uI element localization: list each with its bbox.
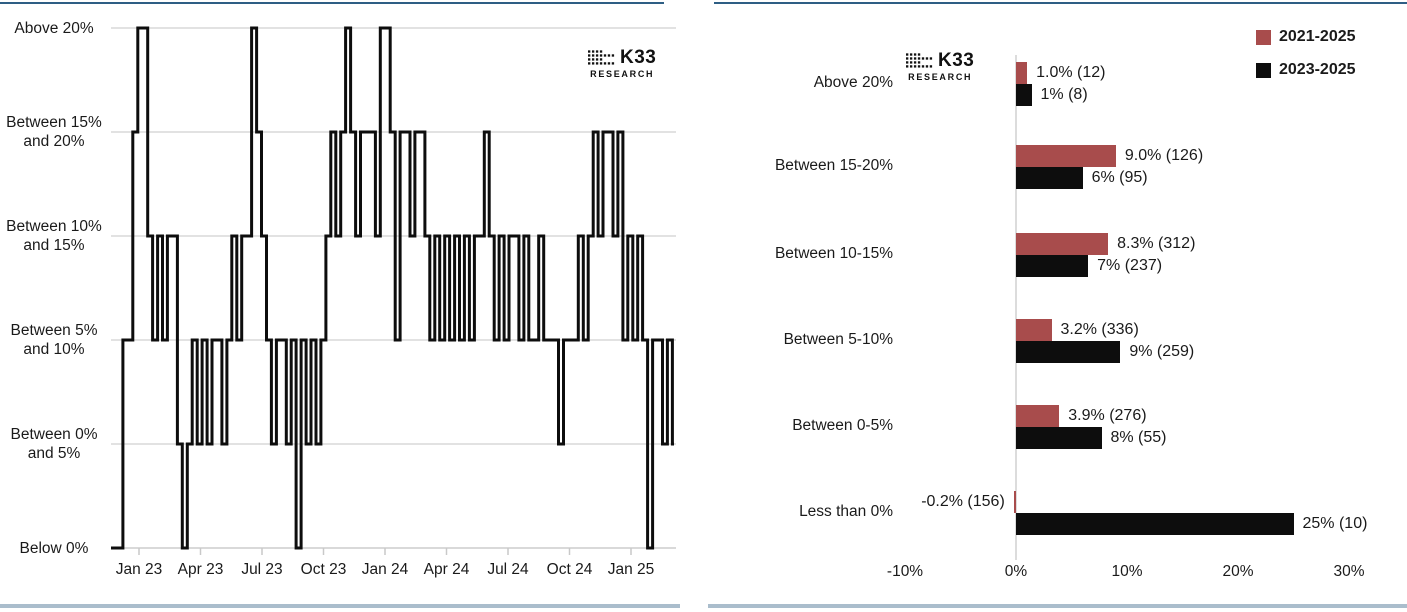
y-axis-band-label-line: Between 0%: [10, 426, 98, 443]
zero-axis-line: [1015, 55, 1017, 560]
category-label: Between 0-5%: [792, 417, 893, 434]
legend-swatch-2023-2025: [1256, 62, 1271, 78]
legend: 2021-2025 2023-2025: [1256, 28, 1356, 79]
x-tick-label: -10%: [886, 563, 924, 580]
bar-value-label: 8% (55): [1110, 429, 1167, 446]
y-axis-band-label: Above 20%: [0, 7, 108, 49]
category-label: Above 20%: [813, 74, 893, 91]
x-tick-label: 20%: [1222, 563, 1254, 580]
y-axis-band-label-line: Between 15%: [6, 114, 102, 131]
logo-subtext: RESEARCH: [908, 72, 973, 82]
bar-value-label: 1.0% (12): [1036, 64, 1106, 81]
y-axis-band-label: Between 0% and 5%: [0, 423, 108, 465]
legend-item-2021-2025: 2021-2025: [1256, 28, 1356, 46]
bar-2021-2025-6: [1013, 491, 1016, 513]
logo-wordmark: K33: [620, 47, 657, 68]
legend-label: 2021-2025: [1279, 28, 1356, 45]
y-axis-band-label-line: and 15%: [23, 237, 85, 254]
x-tick-label: 30%: [1333, 563, 1365, 580]
x-tick-label: Jul 24: [487, 561, 529, 578]
bar-value-label: -0.2% (156): [921, 493, 1005, 510]
k33-logo-dots-icon: [588, 50, 615, 65]
bar-value-label: 8.3% (312): [1117, 235, 1196, 252]
bar-value-label: 9.0% (126): [1124, 147, 1204, 164]
y-axis-band-label-line: Below 0%: [19, 539, 89, 557]
y-axis-band-label-line: and 10%: [23, 341, 85, 358]
bar-2021-2025-3: [1016, 233, 1109, 255]
x-tick-label: 10%: [1111, 563, 1143, 580]
x-tick-label: Jan 23: [115, 561, 163, 578]
category-label: Between 5-10%: [783, 331, 893, 348]
y-axis-band-label-line: Between 10%: [6, 218, 102, 235]
right-panel-bottom-border: [708, 604, 1407, 608]
logo-wordmark: K33: [938, 50, 975, 71]
x-tick-label: Jan 25: [607, 561, 655, 578]
x-tick-label: Oct 24: [546, 561, 593, 578]
bar-2023-2025-5: [1016, 427, 1102, 449]
bar-value-label: 25% (10): [1302, 515, 1368, 532]
bar-2023-2025-4: [1016, 341, 1121, 363]
bar-2021-2025-4: [1016, 319, 1052, 341]
bar-2023-2025-2: [1016, 167, 1083, 189]
legend-swatch-2021-2025: [1256, 29, 1271, 45]
bar-value-label: 1% (8): [1040, 86, 1088, 103]
category-label: Between 10-15%: [774, 245, 893, 262]
k33-logo-dots-icon: [906, 53, 933, 68]
bar-2021-2025-1: [1016, 62, 1028, 84]
y-axis-band-label-line: Above 20%: [14, 19, 94, 37]
step-line-series: [111, 26, 674, 550]
bar-value-label: 3.9% (276): [1068, 407, 1147, 424]
category-label: Less than 0%: [799, 503, 893, 520]
k33-logo-right: K33 RESEARCH: [906, 50, 974, 82]
y-axis-band-label: Below 0%: [0, 527, 108, 569]
bar-2021-2025-5: [1016, 405, 1060, 427]
x-tick-label: Apr 23: [177, 561, 224, 578]
y-axis-band-label-line: and 20%: [23, 133, 85, 150]
x-tick-label: Apr 24: [423, 561, 470, 578]
bar-value-label: 7% (237): [1097, 257, 1163, 274]
x-tick-label: Oct 23: [300, 561, 347, 578]
y-axis-band-label: Between 5% and 10%: [0, 319, 108, 361]
bar-value-label: 3.2% (336): [1060, 321, 1139, 338]
right-panel-top-border: [714, 2, 1407, 4]
x-tick-label: Jan 24: [361, 561, 409, 578]
legend-label: 2023-2025: [1279, 61, 1356, 78]
y-axis-band-label: Between 15% and 20%: [0, 111, 108, 153]
bar-value-label: 9% (259): [1129, 343, 1195, 360]
y-axis-band-label: Between 10% and 15%: [0, 215, 108, 257]
legend-item-2023-2025: 2023-2025: [1256, 61, 1356, 79]
category-label: Between 15-20%: [774, 157, 893, 174]
bar-2023-2025-3: [1016, 255, 1089, 277]
k33-logo-left: K33 RESEARCH: [588, 47, 656, 79]
bar-2023-2025-1: [1016, 84, 1032, 106]
y-axis-band-label-line: Between 5%: [10, 322, 98, 339]
left-panel-top-border: [0, 2, 664, 4]
bar-2023-2025-6: [1016, 513, 1294, 535]
bar-2021-2025-2: [1016, 145, 1116, 167]
x-tick-label: Jul 23: [241, 561, 283, 578]
y-axis-band-label-line: and 5%: [27, 445, 81, 462]
logo-subtext: RESEARCH: [590, 69, 655, 79]
x-tick-label: 0%: [1004, 563, 1028, 580]
bar-value-label: 6% (95): [1091, 169, 1148, 186]
left-panel-bottom-border: [0, 604, 680, 608]
